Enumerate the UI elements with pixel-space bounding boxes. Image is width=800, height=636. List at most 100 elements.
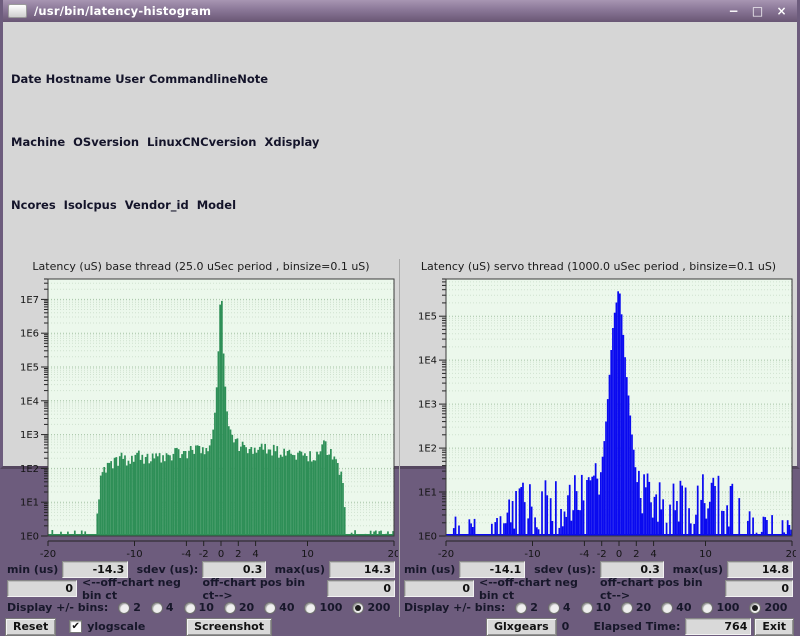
bins-radio-4[interactable]: 4 <box>548 601 571 614</box>
radio-icon <box>118 602 130 614</box>
radio-label: 200 <box>764 601 787 614</box>
base-max-entry[interactable] <box>329 561 395 578</box>
svg-text:-20: -20 <box>437 549 453 560</box>
radio-icon <box>661 602 673 614</box>
svg-text:-2: -2 <box>199 549 209 560</box>
bins-radio-100[interactable]: 100 <box>701 601 739 614</box>
servo-pos-binct-entry[interactable] <box>725 580 793 597</box>
radio-label: 20 <box>239 601 254 614</box>
svg-text:1E0: 1E0 <box>20 532 39 543</box>
servo-neg-binct-entry[interactable] <box>404 580 474 597</box>
servo-max-entry[interactable] <box>727 561 793 578</box>
bins-radio-200[interactable]: 200 <box>352 601 390 614</box>
header-line-2: Machine OSversion LinuxCNCversion Xdispl… <box>11 132 797 153</box>
window-title: /usr/bin/latency-histogram <box>34 4 725 18</box>
screenshot-button[interactable]: Screenshot <box>186 618 272 636</box>
svg-text:4: 4 <box>252 549 258 560</box>
minimize-button[interactable]: − <box>725 4 742 18</box>
footer-right: Glxgears 0 Elapsed Time: Exit <box>400 618 797 636</box>
bins-radio-40[interactable]: 40 <box>264 601 294 614</box>
radio-icon <box>304 602 316 614</box>
svg-text:1E2: 1E2 <box>20 464 39 475</box>
bins-radio-2[interactable]: 2 <box>118 601 141 614</box>
display-bins-label: Display +/- bins: <box>404 601 505 614</box>
base-neg-binct-entry[interactable] <box>7 580 77 597</box>
radio-icon <box>581 602 593 614</box>
servo-bins-row: Display +/- bins: 2 4 10 20 40 100 200 <box>400 598 797 617</box>
base-offchart-row: <--off-chart neg bin ct off-chart pos bi… <box>3 579 399 598</box>
radio-label: 100 <box>319 601 342 614</box>
svg-text:1E5: 1E5 <box>417 312 436 323</box>
bins-radio-100[interactable]: 100 <box>304 601 342 614</box>
svg-text:1E0: 1E0 <box>417 532 436 543</box>
sdev-label: sdev (us): <box>137 563 199 576</box>
header-line-1: Date Hostname User CommandlineNote <box>11 69 797 90</box>
svg-text:1E4: 1E4 <box>417 356 436 367</box>
base-thread-panel: Latency (uS) base thread (25.0 uSec peri… <box>3 259 400 617</box>
svg-text:2: 2 <box>633 549 639 560</box>
close-button[interactable]: × <box>773 4 790 18</box>
reset-button[interactable]: Reset <box>5 618 56 636</box>
svg-text:-4: -4 <box>181 549 191 560</box>
radio-label: 20 <box>636 601 651 614</box>
neg-binct-label: <--off-chart neg bin ct <box>479 576 600 602</box>
radio-label: 200 <box>367 601 390 614</box>
radio-icon <box>548 602 560 614</box>
radio-icon <box>701 602 713 614</box>
checkbox-mark-icon: ✔ <box>69 620 82 633</box>
radio-icon <box>515 602 527 614</box>
servo-thread-panel: Latency (uS) servo thread (1000.0 uSec p… <box>400 259 797 617</box>
svg-text:1E1: 1E1 <box>20 498 39 509</box>
glxgears-count: 0 <box>562 620 570 633</box>
base-bins-radiogroup: 2 4 10 20 40 100 200 <box>118 601 390 614</box>
radio-icon <box>151 602 163 614</box>
bins-radio-40[interactable]: 40 <box>661 601 691 614</box>
base-pos-binct-entry[interactable] <box>327 580 395 597</box>
titlebar[interactable]: /usr/bin/latency-histogram − □ × <box>3 0 797 22</box>
radio-label: 4 <box>563 601 571 614</box>
maximize-button[interactable]: □ <box>749 4 766 18</box>
svg-text:1E3: 1E3 <box>20 430 39 441</box>
bins-radio-20[interactable]: 20 <box>224 601 254 614</box>
app-window: /usr/bin/latency-histogram − □ × Date Ho… <box>0 0 800 469</box>
svg-text:1E2: 1E2 <box>417 444 436 455</box>
exit-button[interactable]: Exit <box>754 618 794 636</box>
radio-label: 2 <box>530 601 538 614</box>
bins-radio-10[interactable]: 10 <box>581 601 611 614</box>
svg-text:1E7: 1E7 <box>20 295 39 306</box>
svg-text:1E3: 1E3 <box>417 400 436 411</box>
bins-radio-10[interactable]: 10 <box>184 601 214 614</box>
radio-label: 10 <box>199 601 214 614</box>
radio-label: 2 <box>133 601 141 614</box>
servo-chart-title: Latency (uS) servo thread (1000.0 uSec p… <box>400 259 797 274</box>
svg-text:-20: -20 <box>40 549 56 560</box>
neg-binct-label: <--off-chart neg bin ct <box>82 576 203 602</box>
svg-text:10: 10 <box>699 549 712 560</box>
svg-text:1E6: 1E6 <box>20 329 39 340</box>
pos-binct-label: off-chart pos bin ct--> <box>203 576 322 602</box>
svg-text:20: 20 <box>388 549 398 560</box>
elapsed-time-label: Elapsed Time: <box>593 620 680 633</box>
max-label: max(us) <box>275 563 325 576</box>
elapsed-time-entry[interactable] <box>685 618 751 635</box>
svg-text:4: 4 <box>650 549 656 560</box>
bins-radio-200[interactable]: 200 <box>749 601 787 614</box>
radio-label: 100 <box>716 601 739 614</box>
bins-radio-4[interactable]: 4 <box>151 601 174 614</box>
svg-text:20: 20 <box>785 549 795 560</box>
svg-text:10: 10 <box>301 549 314 560</box>
charts-area: Latency (uS) base thread (25.0 uSec peri… <box>3 259 797 617</box>
svg-text:2: 2 <box>235 549 241 560</box>
bins-radio-20[interactable]: 20 <box>621 601 651 614</box>
radio-label: 40 <box>676 601 691 614</box>
min-label: min (us) <box>7 563 58 576</box>
radio-label: 4 <box>166 601 174 614</box>
pos-binct-label: off-chart pos bin ct--> <box>600 576 720 602</box>
bins-radio-2[interactable]: 2 <box>515 601 538 614</box>
max-label: max(us) <box>673 563 723 576</box>
ylogscale-checkbox[interactable]: ✔ ylogscale <box>69 620 145 633</box>
radio-label: 10 <box>596 601 611 614</box>
glxgears-button[interactable]: Glxgears <box>486 618 557 636</box>
